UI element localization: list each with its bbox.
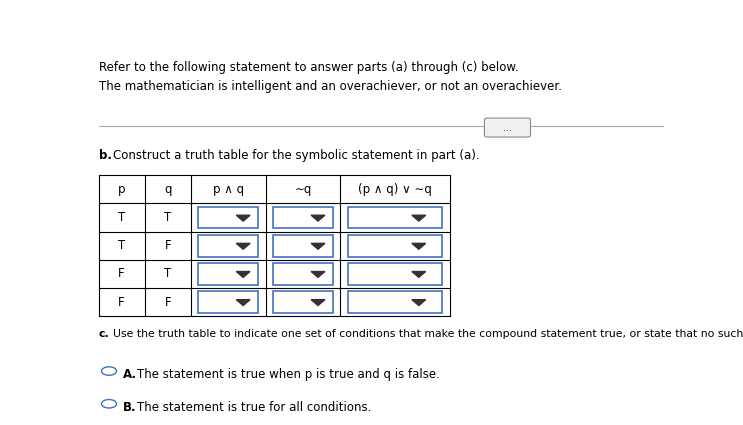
- Text: The statement is true for all conditions.: The statement is true for all conditions…: [137, 401, 371, 414]
- Polygon shape: [412, 300, 426, 306]
- Text: B.: B.: [123, 401, 137, 414]
- FancyBboxPatch shape: [273, 235, 333, 257]
- Text: ∼q: ∼q: [294, 183, 312, 196]
- Text: The statement is true when p is true and q is false.: The statement is true when p is true and…: [137, 368, 440, 381]
- FancyBboxPatch shape: [484, 118, 531, 137]
- FancyBboxPatch shape: [348, 207, 442, 228]
- FancyBboxPatch shape: [273, 263, 333, 285]
- FancyBboxPatch shape: [348, 291, 442, 313]
- Polygon shape: [236, 215, 250, 221]
- Text: p: p: [118, 183, 126, 196]
- Text: Use the truth table to indicate one set of conditions that make the compound sta: Use the truth table to indicate one set …: [113, 329, 743, 339]
- FancyBboxPatch shape: [198, 291, 258, 313]
- Polygon shape: [236, 272, 250, 278]
- Text: ...: ...: [503, 122, 512, 133]
- FancyBboxPatch shape: [198, 263, 258, 285]
- Text: T: T: [164, 211, 172, 224]
- FancyBboxPatch shape: [348, 235, 442, 257]
- Polygon shape: [412, 272, 426, 278]
- FancyBboxPatch shape: [198, 207, 258, 228]
- Text: c.: c.: [99, 329, 109, 339]
- Text: p ∧ q: p ∧ q: [212, 183, 244, 196]
- Polygon shape: [236, 300, 250, 306]
- Text: b.: b.: [99, 149, 111, 162]
- Text: The mathematician is intelligent and an overachiever, or not an overachiever.: The mathematician is intelligent and an …: [99, 80, 562, 94]
- Text: F: F: [118, 267, 125, 280]
- Text: F: F: [164, 295, 171, 309]
- Text: q: q: [164, 183, 172, 196]
- FancyBboxPatch shape: [198, 235, 258, 257]
- Text: F: F: [164, 239, 171, 252]
- Text: T: T: [118, 211, 126, 224]
- Text: (p ∧ q) ∨ ∼q: (p ∧ q) ∨ ∼q: [358, 183, 432, 196]
- FancyBboxPatch shape: [273, 207, 333, 228]
- Text: F: F: [118, 295, 125, 309]
- Text: Construct a truth table for the symbolic statement in part (a).: Construct a truth table for the symbolic…: [113, 149, 480, 162]
- Text: Refer to the following statement to answer parts (a) through (c) below.: Refer to the following statement to answ…: [99, 61, 519, 74]
- Polygon shape: [311, 215, 325, 221]
- Polygon shape: [412, 244, 426, 249]
- Polygon shape: [311, 244, 325, 249]
- Polygon shape: [311, 300, 325, 306]
- Text: T: T: [164, 267, 172, 280]
- FancyBboxPatch shape: [348, 263, 442, 285]
- Text: T: T: [118, 239, 126, 252]
- Polygon shape: [412, 215, 426, 221]
- FancyBboxPatch shape: [273, 291, 333, 313]
- Polygon shape: [311, 272, 325, 278]
- Text: A.: A.: [123, 368, 137, 381]
- Polygon shape: [236, 244, 250, 249]
